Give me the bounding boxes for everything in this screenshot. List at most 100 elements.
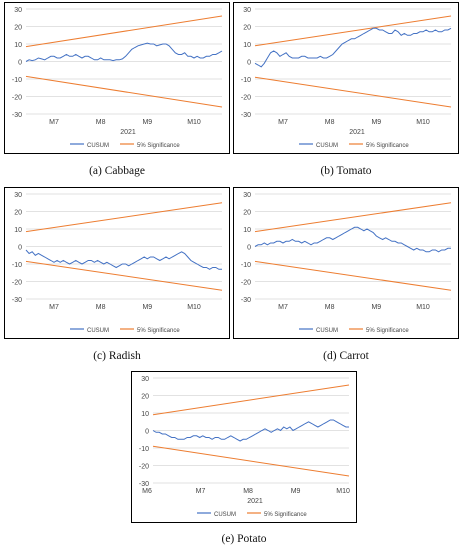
caption-carrot: (d) Carrot bbox=[323, 350, 369, 362]
legend-label-significance: 5% Significance bbox=[137, 328, 180, 334]
x-tick-label: M9 bbox=[142, 119, 152, 126]
chart-panel-carrot: 30 20 10 0 -10 -20 -30 M7 M8 M9 M10 CUSUM 5% Signifi… bbox=[233, 187, 459, 339]
y-tick-label: 20 bbox=[243, 25, 251, 32]
significance-line bbox=[25, 75, 223, 108]
legend-label-cusum: CUSUM bbox=[316, 328, 338, 334]
y-tick-label: -30 bbox=[241, 112, 251, 119]
y-tick-label: -10 bbox=[12, 77, 22, 84]
x-tick-label: M10 bbox=[416, 304, 430, 311]
significance-line bbox=[25, 260, 223, 291]
y-tick-label: -20 bbox=[139, 464, 149, 471]
y-tick-label: 0 bbox=[18, 60, 22, 67]
chart-panel-tomato: 30 20 10 0 -10 -20 -30 M7 M8 M9 M10 2021 CUSUM 5% Sig… bbox=[233, 2, 459, 154]
legend-label-significance: 5% Significance bbox=[264, 512, 307, 518]
y-tick-label: -20 bbox=[241, 95, 251, 102]
chart-frame bbox=[4, 187, 230, 339]
significance-line bbox=[254, 202, 452, 233]
legend-label-cusum: CUSUM bbox=[87, 143, 109, 149]
y-tick-label: -30 bbox=[139, 481, 149, 488]
x-tick-label: M10 bbox=[336, 488, 350, 495]
chart-frame bbox=[4, 2, 230, 154]
x-tick-label: M9 bbox=[371, 119, 381, 126]
caption-radish: (c) Radish bbox=[93, 350, 141, 362]
x-tick-label: M9 bbox=[142, 304, 152, 311]
significance-line bbox=[25, 15, 223, 48]
chart-frame bbox=[233, 187, 459, 339]
legend-label-cusum: CUSUM bbox=[214, 512, 236, 518]
y-tick-label: 20 bbox=[14, 25, 22, 32]
x-tick-label: M9 bbox=[371, 304, 381, 311]
y-tick-label: 30 bbox=[243, 7, 251, 14]
y-tick-label: 20 bbox=[141, 394, 149, 401]
y-tick-label: -30 bbox=[12, 297, 22, 304]
caption-potato: (e) Potato bbox=[221, 533, 267, 545]
significance-line bbox=[254, 15, 452, 47]
x-tick-label: M8 bbox=[325, 119, 335, 126]
x-tick-label: M9 bbox=[291, 488, 301, 495]
y-tick-label: 0 bbox=[18, 245, 22, 252]
x-tick-label: M8 bbox=[243, 488, 253, 495]
chart-svg: 30 20 10 0 -10 -20 -30 M7 M8 M9 M10 CUSUM 5% Signifi… bbox=[4, 187, 230, 339]
cusum-line bbox=[254, 226, 451, 253]
cusum-line bbox=[25, 42, 223, 62]
legend-label-significance: 5% Significance bbox=[366, 328, 409, 334]
y-tick-label: 10 bbox=[243, 42, 251, 49]
chart-svg: 30 20 10 0 -10 -20 -30 M7 M8 M9 M10 2021 CUSUM 5% Sig… bbox=[233, 2, 459, 154]
significance-line bbox=[254, 260, 452, 291]
y-tick-label: 30 bbox=[14, 7, 22, 14]
y-tick-label: -30 bbox=[241, 297, 251, 304]
chart-svg: 30 20 10 0 -10 -20 -30 M7 M8 M9 M10 2021 CUSUM 5% Sig… bbox=[4, 2, 230, 154]
chart-svg: 30 20 10 0 -10 -20 -30 M7 M8 M9 M10 CUSUM 5% Signifi… bbox=[233, 187, 459, 339]
significance-line bbox=[152, 384, 350, 416]
y-tick-label: -20 bbox=[12, 280, 22, 287]
x-axis-label: 2021 bbox=[247, 498, 263, 505]
legend-label-cusum: CUSUM bbox=[316, 143, 338, 149]
x-tick-label: M6 bbox=[142, 488, 152, 495]
y-tick-label: 0 bbox=[145, 429, 149, 436]
x-tick-label: M7 bbox=[278, 119, 288, 126]
y-tick-label: -20 bbox=[241, 280, 251, 287]
x-tick-label: M7 bbox=[278, 304, 288, 311]
y-tick-label: 10 bbox=[243, 227, 251, 234]
y-tick-label: -10 bbox=[139, 446, 149, 453]
cusum-line bbox=[25, 249, 222, 270]
cusum-line bbox=[254, 27, 452, 68]
x-tick-label: M7 bbox=[196, 488, 206, 495]
chart-panel-radish: 30 20 10 0 -10 -20 -30 M7 M8 M9 M10 CUSUM 5% Signifi… bbox=[4, 187, 230, 339]
caption-cabbage: (a) Cabbage bbox=[89, 165, 145, 177]
y-tick-label: 10 bbox=[141, 411, 149, 418]
chart-panel-potato: 30 20 10 0 -10 -20 -30 M6 M7 M8 M9 M10 2021 CUSUM 5% S… bbox=[131, 371, 357, 523]
significance-line bbox=[25, 202, 223, 233]
y-tick-label: 20 bbox=[243, 210, 251, 217]
x-tick-label: M10 bbox=[187, 119, 201, 126]
significance-line bbox=[152, 445, 350, 477]
y-tick-label: 0 bbox=[247, 60, 251, 67]
x-tick-label: M8 bbox=[96, 304, 106, 311]
cusum-line bbox=[152, 419, 349, 442]
legend-label-significance: 5% Significance bbox=[366, 143, 409, 149]
chart-frame bbox=[233, 2, 459, 154]
legend-label-cusum: CUSUM bbox=[87, 328, 109, 334]
significance-line bbox=[254, 76, 452, 108]
x-tick-label: M8 bbox=[96, 119, 106, 126]
x-tick-label: M10 bbox=[416, 119, 430, 126]
y-tick-label: -10 bbox=[12, 262, 22, 269]
y-tick-label: 30 bbox=[14, 192, 22, 199]
y-tick-label: 30 bbox=[141, 376, 149, 383]
y-tick-label: -10 bbox=[241, 262, 251, 269]
x-axis-label: 2021 bbox=[120, 129, 136, 136]
x-tick-label: M7 bbox=[49, 304, 59, 311]
y-tick-label: -20 bbox=[12, 95, 22, 102]
y-tick-label: 30 bbox=[243, 192, 251, 199]
y-tick-label: 0 bbox=[247, 245, 251, 252]
y-tick-label: -10 bbox=[241, 77, 251, 84]
y-tick-label: 10 bbox=[14, 42, 22, 49]
x-tick-label: M7 bbox=[49, 119, 59, 126]
y-tick-label: -30 bbox=[12, 112, 22, 119]
x-axis-label: 2021 bbox=[349, 129, 365, 136]
chart-panel-cabbage: 30 20 10 0 -10 -20 -30 M7 M8 M9 M10 2021 CUSUM 5% Sig… bbox=[4, 2, 230, 154]
x-tick-label: M10 bbox=[187, 304, 201, 311]
y-tick-label: 20 bbox=[14, 210, 22, 217]
chart-frame bbox=[131, 371, 357, 523]
